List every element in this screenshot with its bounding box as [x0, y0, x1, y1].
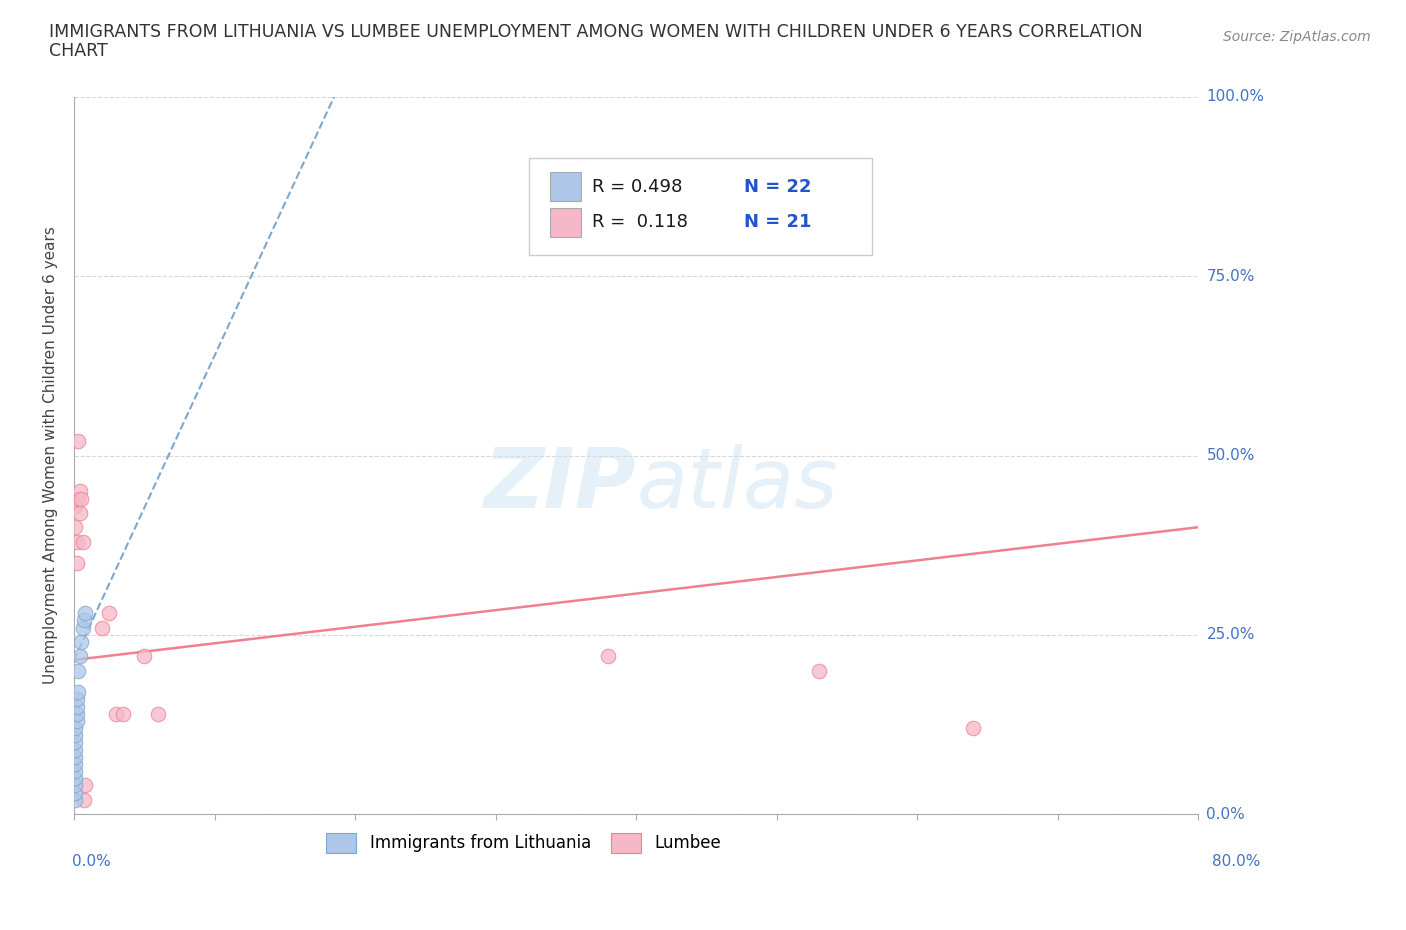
- Text: 0.0%: 0.0%: [72, 854, 111, 869]
- Point: [807, 663, 830, 678]
- Point: [65, 728, 87, 743]
- Text: 100.0%: 100.0%: [1206, 89, 1264, 104]
- Point: [65, 771, 87, 786]
- Point: [66, 706, 89, 721]
- Text: IMMIGRANTS FROM LITHUANIA VS LUMBEE UNEMPLOYMENT AMONG WOMEN WITH CHILDREN UNDER: IMMIGRANTS FROM LITHUANIA VS LUMBEE UNEM…: [49, 23, 1143, 41]
- Point: [65, 756, 87, 771]
- Point: [73, 792, 96, 807]
- Point: [67, 433, 90, 448]
- Text: CHART: CHART: [49, 42, 108, 60]
- Point: [98, 605, 121, 620]
- Point: [67, 491, 90, 506]
- Point: [75, 605, 97, 620]
- FancyBboxPatch shape: [550, 172, 581, 201]
- Point: [73, 613, 96, 628]
- Text: 50.0%: 50.0%: [1206, 448, 1254, 463]
- Point: [70, 634, 93, 649]
- Point: [65, 792, 87, 807]
- Text: atlas: atlas: [636, 444, 838, 525]
- Point: [112, 706, 135, 721]
- Text: N = 21: N = 21: [744, 213, 811, 232]
- Point: [69, 505, 91, 520]
- Legend: Immigrants from Lithuania, Lumbee: Immigrants from Lithuania, Lumbee: [319, 826, 728, 859]
- Point: [66, 692, 89, 707]
- Point: [65, 785, 87, 800]
- Point: [72, 620, 94, 635]
- Point: [66, 534, 89, 549]
- Text: Source: ZipAtlas.com: Source: ZipAtlas.com: [1223, 30, 1371, 44]
- Point: [105, 706, 128, 721]
- Point: [65, 742, 87, 757]
- Point: [962, 721, 984, 736]
- Text: 75.0%: 75.0%: [1206, 269, 1254, 284]
- Point: [69, 484, 91, 498]
- Text: 25.0%: 25.0%: [1206, 628, 1254, 643]
- Text: N = 22: N = 22: [744, 178, 811, 195]
- Point: [65, 498, 87, 513]
- Point: [70, 491, 93, 506]
- Point: [65, 778, 87, 793]
- Point: [75, 778, 97, 793]
- Point: [91, 620, 114, 635]
- Point: [66, 555, 89, 570]
- Point: [72, 534, 94, 549]
- Text: 0.0%: 0.0%: [1206, 806, 1246, 821]
- Point: [69, 649, 91, 664]
- Point: [66, 713, 89, 728]
- Point: [65, 520, 87, 535]
- Text: ZIP: ZIP: [484, 444, 636, 525]
- Point: [66, 699, 89, 714]
- Point: [65, 721, 87, 736]
- Point: [148, 706, 170, 721]
- Point: [596, 649, 619, 664]
- Point: [65, 750, 87, 764]
- Text: 80.0%: 80.0%: [1212, 854, 1260, 869]
- Text: R = 0.498: R = 0.498: [592, 178, 683, 195]
- Point: [67, 684, 90, 699]
- Point: [67, 663, 90, 678]
- Point: [134, 649, 156, 664]
- FancyBboxPatch shape: [529, 158, 872, 255]
- Text: R =  0.118: R = 0.118: [592, 213, 688, 232]
- Point: [65, 735, 87, 750]
- FancyBboxPatch shape: [550, 208, 581, 237]
- Y-axis label: Unemployment Among Women with Children Under 6 years: Unemployment Among Women with Children U…: [44, 227, 58, 684]
- Point: [65, 764, 87, 778]
